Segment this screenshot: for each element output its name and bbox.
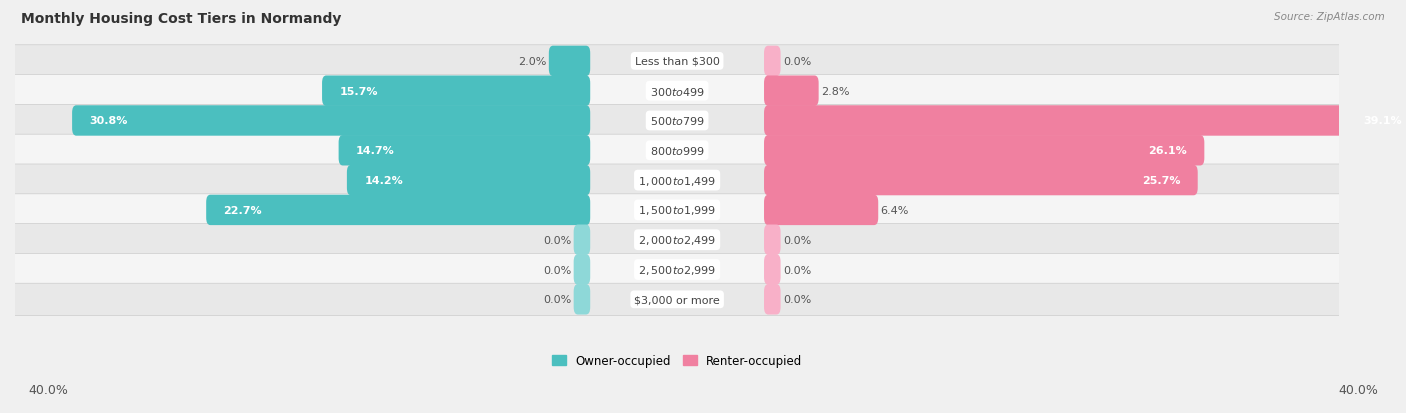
- FancyBboxPatch shape: [763, 76, 818, 107]
- Text: 0.0%: 0.0%: [543, 294, 571, 305]
- Text: 39.1%: 39.1%: [1364, 116, 1402, 126]
- Text: 40.0%: 40.0%: [1339, 384, 1378, 396]
- FancyBboxPatch shape: [763, 285, 780, 315]
- Text: 6.4%: 6.4%: [880, 205, 910, 216]
- Text: Source: ZipAtlas.com: Source: ZipAtlas.com: [1274, 12, 1385, 22]
- Text: $500 to $799: $500 to $799: [650, 115, 704, 127]
- Text: $800 to $999: $800 to $999: [650, 145, 704, 157]
- Text: 2.8%: 2.8%: [821, 86, 849, 97]
- Text: 14.7%: 14.7%: [356, 146, 395, 156]
- FancyBboxPatch shape: [6, 135, 1348, 167]
- FancyBboxPatch shape: [6, 105, 1348, 137]
- FancyBboxPatch shape: [574, 225, 591, 255]
- FancyBboxPatch shape: [6, 284, 1348, 316]
- Text: $2,500 to $2,999: $2,500 to $2,999: [638, 263, 716, 276]
- Text: 14.2%: 14.2%: [364, 176, 404, 186]
- Text: 0.0%: 0.0%: [783, 294, 811, 305]
- Text: Monthly Housing Cost Tiers in Normandy: Monthly Housing Cost Tiers in Normandy: [21, 12, 342, 26]
- Text: 0.0%: 0.0%: [543, 265, 571, 275]
- FancyBboxPatch shape: [763, 106, 1406, 136]
- FancyBboxPatch shape: [6, 224, 1348, 256]
- Text: 22.7%: 22.7%: [224, 205, 262, 216]
- Text: 0.0%: 0.0%: [783, 57, 811, 67]
- Text: 0.0%: 0.0%: [783, 235, 811, 245]
- Text: $300 to $499: $300 to $499: [650, 85, 704, 97]
- Text: $2,000 to $2,499: $2,000 to $2,499: [638, 234, 716, 247]
- FancyBboxPatch shape: [763, 47, 780, 77]
- Text: 0.0%: 0.0%: [783, 265, 811, 275]
- FancyBboxPatch shape: [574, 285, 591, 315]
- FancyBboxPatch shape: [763, 225, 780, 255]
- FancyBboxPatch shape: [6, 165, 1348, 197]
- Text: $1,000 to $1,499: $1,000 to $1,499: [638, 174, 716, 187]
- Text: 40.0%: 40.0%: [28, 384, 67, 396]
- Text: 2.0%: 2.0%: [517, 57, 547, 67]
- FancyBboxPatch shape: [339, 136, 591, 166]
- Text: 0.0%: 0.0%: [543, 235, 571, 245]
- FancyBboxPatch shape: [763, 255, 780, 285]
- Text: 30.8%: 30.8%: [90, 116, 128, 126]
- FancyBboxPatch shape: [763, 166, 1198, 196]
- Text: 26.1%: 26.1%: [1149, 146, 1187, 156]
- FancyBboxPatch shape: [6, 76, 1348, 107]
- Text: $3,000 or more: $3,000 or more: [634, 294, 720, 305]
- Text: Less than $300: Less than $300: [634, 57, 720, 67]
- Text: 25.7%: 25.7%: [1142, 176, 1180, 186]
- FancyBboxPatch shape: [574, 255, 591, 285]
- FancyBboxPatch shape: [207, 195, 591, 225]
- FancyBboxPatch shape: [763, 195, 879, 225]
- FancyBboxPatch shape: [6, 46, 1348, 78]
- Text: $1,500 to $1,999: $1,500 to $1,999: [638, 204, 716, 217]
- FancyBboxPatch shape: [6, 254, 1348, 286]
- FancyBboxPatch shape: [347, 166, 591, 196]
- FancyBboxPatch shape: [6, 195, 1348, 226]
- Text: 15.7%: 15.7%: [339, 86, 378, 97]
- FancyBboxPatch shape: [72, 106, 591, 136]
- FancyBboxPatch shape: [322, 76, 591, 107]
- Legend: Owner-occupied, Renter-occupied: Owner-occupied, Renter-occupied: [547, 349, 807, 372]
- FancyBboxPatch shape: [548, 47, 591, 77]
- FancyBboxPatch shape: [763, 136, 1205, 166]
